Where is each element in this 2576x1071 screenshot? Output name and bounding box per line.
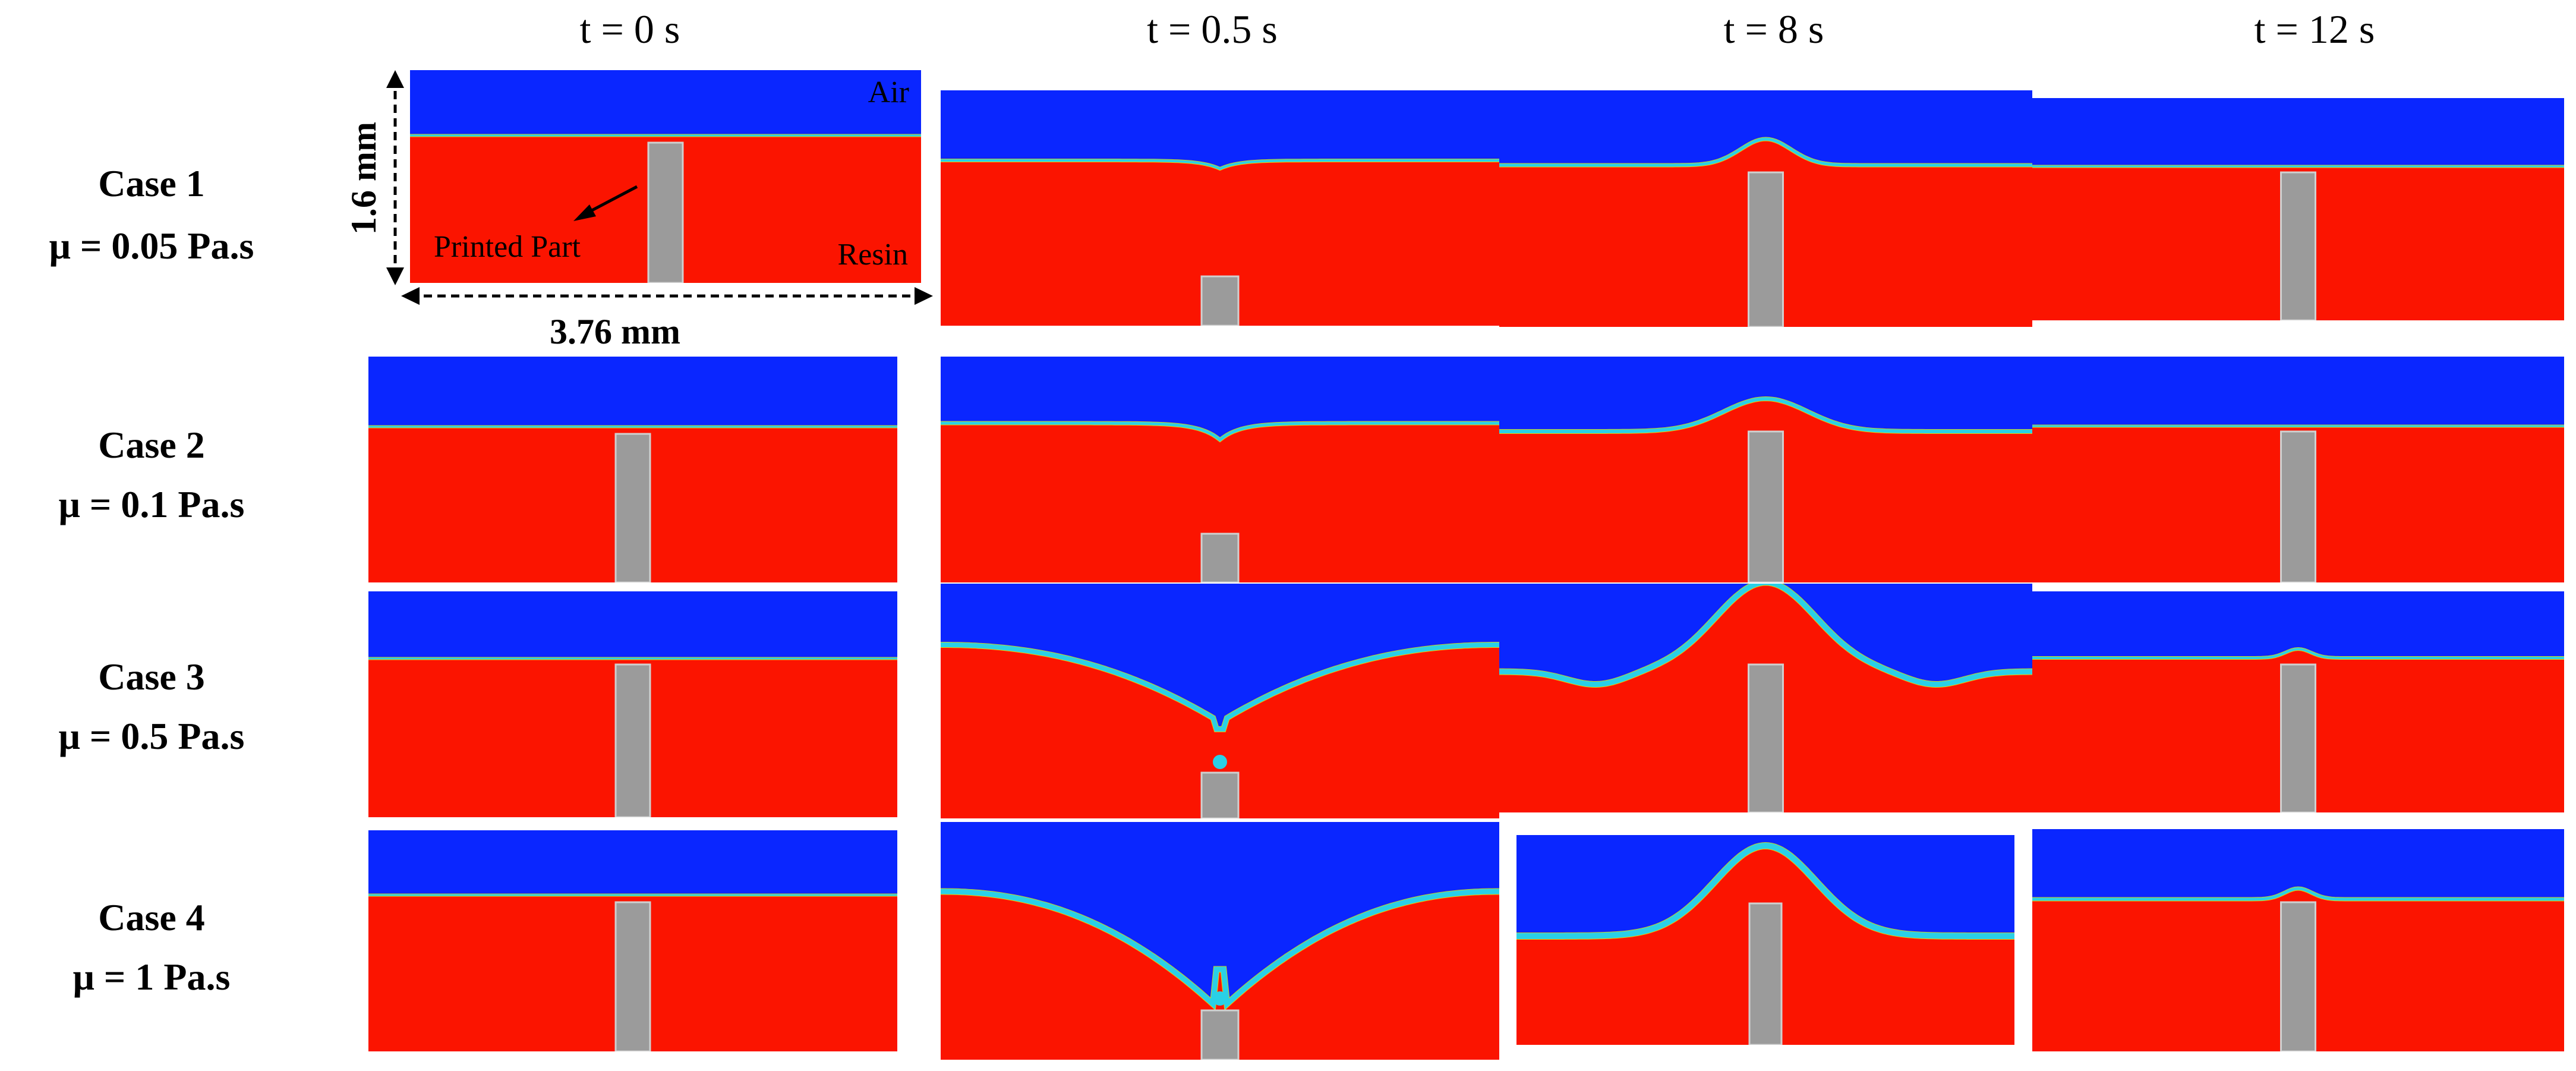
header-t8: t = 8 s bbox=[1724, 7, 1824, 52]
panel-0 bbox=[410, 70, 921, 283]
printed-part bbox=[1200, 275, 1240, 326]
width-dim-label: 3.76 mm bbox=[550, 312, 680, 351]
header-t0: t = 0 s bbox=[580, 7, 680, 52]
row-case-3: Case 3 bbox=[98, 656, 205, 698]
panel-content bbox=[941, 90, 1499, 326]
panel-4 bbox=[368, 357, 897, 582]
panel-content bbox=[368, 357, 897, 582]
panel-14 bbox=[1516, 835, 2014, 1045]
droplet bbox=[1213, 755, 1227, 769]
row-case-1: Case 1 bbox=[98, 162, 205, 204]
printed-part bbox=[2280, 663, 2316, 812]
row-case-2: Case 2 bbox=[98, 424, 205, 466]
printed-part-label: Printed Part bbox=[434, 230, 581, 264]
header-t12: t = 12 s bbox=[2255, 7, 2375, 52]
panel-3 bbox=[2032, 98, 2564, 320]
panel-content bbox=[410, 70, 921, 283]
interface-line bbox=[941, 159, 1499, 171]
row-case-4: Case 4 bbox=[98, 896, 205, 938]
printed-part bbox=[1200, 771, 1240, 818]
panel-content bbox=[941, 822, 1499, 1060]
printed-part bbox=[1748, 663, 1784, 812]
height-dim-label: 1.6 mm bbox=[344, 122, 383, 235]
panel-2 bbox=[1499, 90, 2032, 327]
height-arrow-bottom bbox=[386, 267, 404, 285]
height-arrow-top bbox=[386, 70, 404, 88]
row-mu-2: μ = 0.1 Pa.s bbox=[59, 483, 245, 525]
printed-part bbox=[647, 141, 684, 283]
panel-content bbox=[1499, 357, 2032, 582]
printed-part bbox=[614, 901, 651, 1051]
panels-grid bbox=[368, 70, 2564, 1060]
printed-part bbox=[614, 663, 651, 817]
row-mu-4: μ = 1 Pa.s bbox=[73, 956, 231, 998]
interface-line bbox=[941, 421, 1499, 442]
droplet bbox=[1213, 991, 1227, 1006]
panel-5 bbox=[941, 357, 1499, 582]
header-t05: t = 0.5 s bbox=[1147, 7, 1278, 52]
interface-line bbox=[1499, 137, 2032, 167]
printed-part bbox=[1748, 171, 1784, 327]
panel-content bbox=[368, 591, 897, 817]
interface-line bbox=[941, 642, 1499, 732]
panel-1 bbox=[941, 90, 1499, 326]
row-mu-1: μ = 0.05 Pa.s bbox=[49, 225, 254, 267]
panel-content bbox=[2032, 591, 2564, 812]
interface-line bbox=[2032, 887, 2564, 901]
printed-part bbox=[1748, 430, 1784, 582]
row-mu-3: μ = 0.5 Pa.s bbox=[59, 715, 245, 757]
interface-line bbox=[1499, 584, 2032, 688]
panel-content bbox=[1516, 835, 2014, 1045]
interface-line bbox=[941, 889, 1499, 1010]
printed-part bbox=[1748, 902, 1783, 1045]
panel-content bbox=[941, 357, 1499, 582]
panel-12 bbox=[368, 830, 897, 1051]
panel-content bbox=[1499, 90, 2032, 327]
panel-8 bbox=[368, 591, 897, 817]
width-arrow-right bbox=[915, 287, 933, 305]
panel-content bbox=[1499, 584, 2032, 812]
printed-part bbox=[2280, 901, 2316, 1051]
panel-content bbox=[2032, 98, 2564, 320]
panel-annotations: Air Resin Printed Part bbox=[434, 75, 909, 272]
panel-10 bbox=[1499, 584, 2032, 812]
panel-9 bbox=[941, 584, 1499, 818]
panel-content bbox=[941, 584, 1499, 818]
row-labels: Case 1 μ = 0.05 Pa.s Case 2 μ = 0.1 Pa.s… bbox=[49, 162, 254, 998]
printed-part bbox=[1200, 533, 1240, 582]
panel-13 bbox=[941, 822, 1499, 1060]
printed-part bbox=[2280, 171, 2316, 320]
panel-11 bbox=[2032, 591, 2564, 812]
panel-15 bbox=[2032, 829, 2564, 1051]
panel-6 bbox=[1499, 357, 2032, 582]
interface-line bbox=[1516, 842, 2014, 939]
printed-part bbox=[614, 433, 651, 582]
panel-content bbox=[368, 830, 897, 1051]
air-label: Air bbox=[868, 75, 909, 109]
height-dimension: 1.6 mm bbox=[344, 70, 404, 285]
interface-line bbox=[2032, 647, 2564, 659]
width-dimension: 3.76 mm bbox=[401, 287, 933, 351]
resin-region bbox=[941, 160, 1499, 326]
printed-part bbox=[1200, 1009, 1240, 1060]
interface-line bbox=[1499, 396, 2032, 433]
column-headers: t = 0 s t = 0.5 s t = 8 s t = 12 s bbox=[580, 7, 2375, 52]
panel-content bbox=[2032, 829, 2564, 1051]
printed-part bbox=[2280, 430, 2316, 582]
resin-label: Resin bbox=[838, 238, 908, 272]
width-arrow-left bbox=[401, 287, 420, 305]
panel-content bbox=[2032, 357, 2564, 582]
resin-region bbox=[941, 423, 1499, 582]
panel-7 bbox=[2032, 357, 2564, 582]
resin-region bbox=[941, 892, 1499, 1060]
printed-part-arrowhead bbox=[573, 204, 596, 221]
